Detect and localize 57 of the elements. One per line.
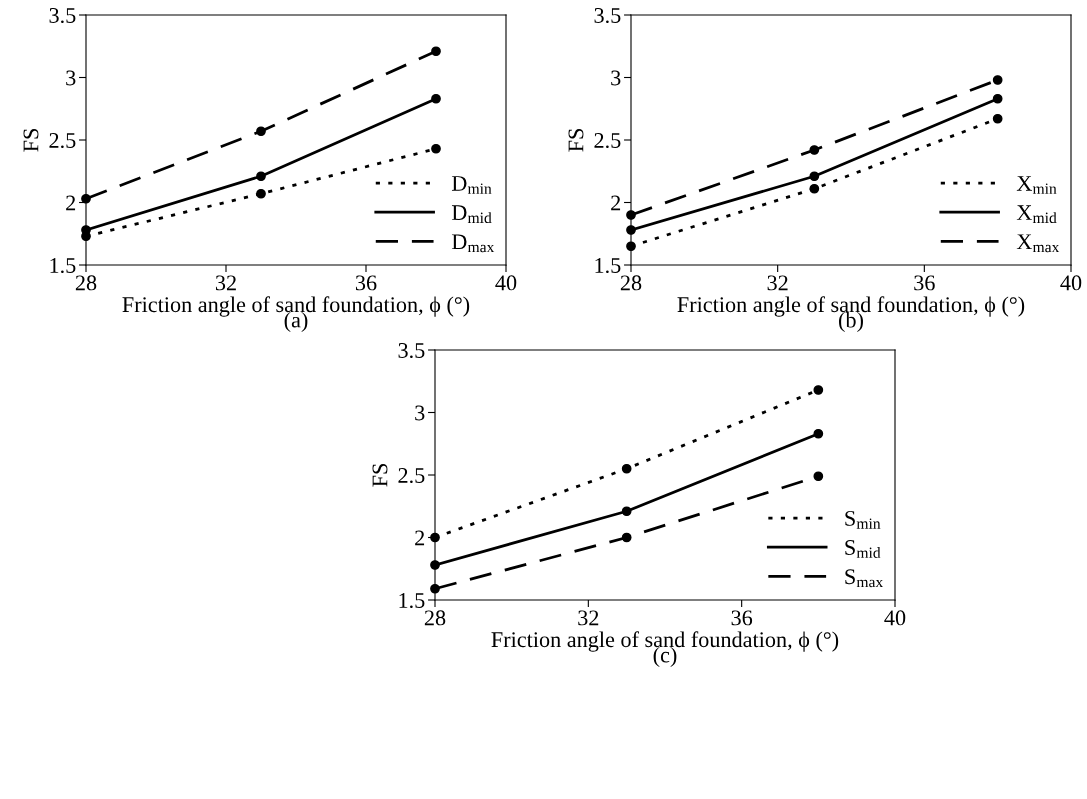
y-tick-label: 1.5 [399,593,425,609]
legend-label: D$_{mid}$ [451,205,492,224]
legend-label: X$_{min}$ [1016,176,1057,194]
point [256,126,266,137]
x-tick-label: 40 [884,610,906,626]
y-tick-label: 2.5 [594,132,621,149]
x-tick-label: 28 [424,610,446,626]
point [813,471,824,482]
y-tick-label: 1.5 [50,258,76,274]
y-axis-title: FS [23,129,39,152]
point [431,93,441,104]
x-tick-label: 36 [731,610,753,626]
point [256,188,266,199]
x-tick-label: 28 [620,275,642,291]
point [813,385,824,395]
x-tick-label: 28 [75,275,97,291]
y-tick-label: 2.5 [398,467,425,484]
point [992,113,1003,124]
legend-label: D$_{min}$ [451,176,492,194]
y-tick-label: 2 [66,195,76,211]
y-tick-label: 3.5 [398,342,425,359]
point [621,506,632,517]
y-tick-label: 2.5 [49,132,76,149]
y-tick-label: 2 [415,530,425,546]
legend-label: S$_{min}$ [845,510,881,529]
point [809,183,820,194]
point [809,171,820,182]
point [431,46,441,57]
y-axis-title: FS [568,129,584,152]
legend-label: D$_{max}$ [451,234,495,253]
point [992,93,1003,104]
legend-label: X$_{mid}$ [1016,205,1057,224]
point [809,145,820,155]
y-tick-label: 3 [611,70,621,86]
legend-label: X$_{max}$ [1016,234,1060,253]
point [431,143,441,154]
x-tick-label: 40 [495,275,517,291]
point [813,428,824,439]
x-tick-label: 32 [578,610,599,626]
x-tick-label: 32 [215,275,236,291]
point [256,171,266,182]
x-tick-label: 36 [914,275,935,291]
y-tick-label: 3.5 [594,7,621,24]
point [621,463,632,474]
x-tick-label: 40 [1060,275,1082,291]
y-tick-label: 3.5 [49,7,76,24]
y-tick-label: 3 [66,70,76,86]
legend-label: S$_{max}$ [845,569,884,588]
x-tick-label: 32 [767,275,788,291]
point [992,75,1003,85]
y-tick-label: 1.5 [595,258,621,274]
legend-label: S$_{mid}$ [845,540,881,559]
y-tick-label: 3 [415,405,425,421]
x-tick-label: 36 [355,275,377,291]
y-axis-title: FS [372,464,388,487]
point [621,532,632,543]
y-tick-label: 2 [611,195,621,211]
